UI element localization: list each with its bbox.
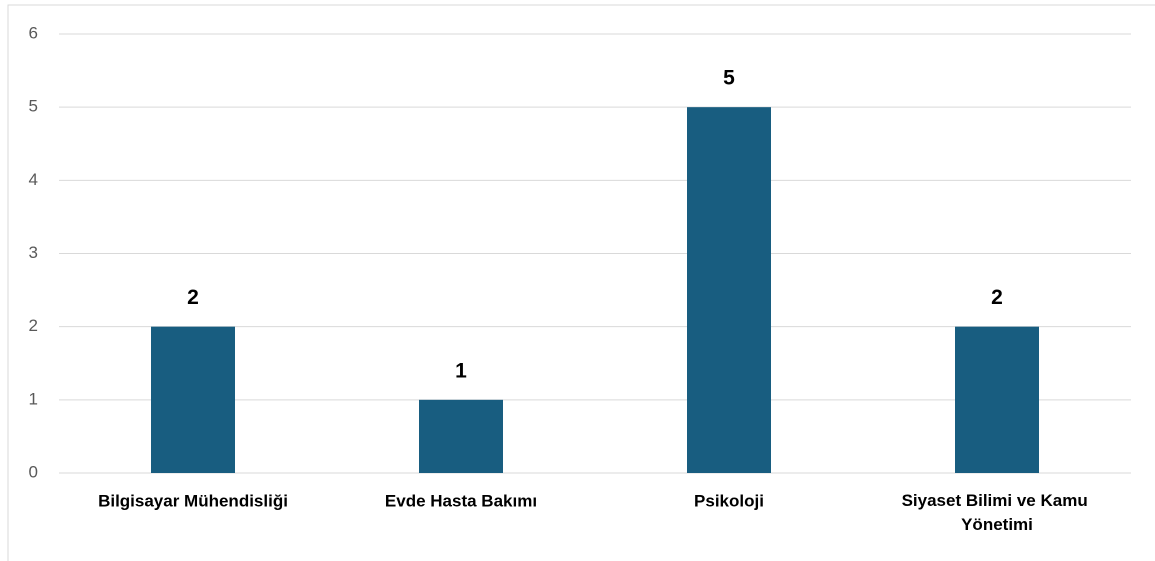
chart-border (7, 4, 1155, 561)
bar (955, 326, 1039, 473)
bar (151, 326, 235, 473)
data-label: 2 (991, 286, 1003, 309)
x-tick-label: Siyaset Bilimi ve Kamu Yönetimi (902, 491, 1093, 534)
y-tick-label: 1 (29, 389, 38, 408)
y-tick-label: 0 (29, 462, 38, 481)
y-tick-label: 3 (29, 243, 38, 262)
bar (419, 399, 503, 473)
y-tick-label: 5 (29, 97, 38, 116)
y-tick-label: 6 (29, 23, 38, 42)
data-label: 1 (455, 359, 467, 382)
bar (687, 107, 771, 474)
x-tick-label: Evde Hasta Bakımı (385, 491, 537, 510)
x-tick-label: Bilgisayar Mühendisliği (98, 491, 288, 510)
x-tick-label: Psikoloji (694, 491, 764, 510)
y-tick-label: 2 (29, 316, 38, 335)
data-label: 2 (187, 286, 199, 309)
y-tick-label: 4 (29, 170, 38, 189)
data-label: 5 (723, 67, 735, 90)
